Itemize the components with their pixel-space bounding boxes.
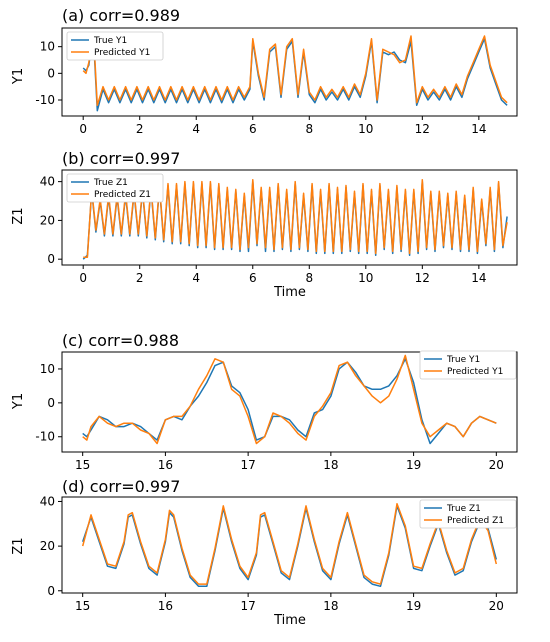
panel-a-ytick-label: 0 (47, 66, 55, 80)
panel-a-plot: 0 2 4 6 8 10 12 14 -10 0 10 (35, 35, 508, 136)
panel-d-xtick-label: 18 (323, 599, 338, 613)
panel-b-ytick-label: 40 (40, 175, 55, 189)
legend-predicted-z1: Predicted Z1 (94, 190, 151, 200)
panel-c-predicted-line (82, 354, 497, 445)
panel-b-xtick-label: 12 (415, 271, 430, 285)
panel-b-frame (61, 169, 518, 266)
legend-true-y1: True Y1 (93, 36, 127, 46)
panel-b-ytick-label: 20 (40, 213, 55, 227)
panel-a-xtick-label: 14 (471, 122, 486, 136)
panel-c-ytick-label: 10 (40, 362, 55, 376)
panel-b-xlabel: Time (273, 285, 306, 300)
legend-c-true-y1: True Y1 (446, 355, 480, 365)
panel-c-xtick-label: 15 (75, 458, 90, 472)
panel-b-xtick-label: 14 (471, 271, 486, 285)
panel-a-xtick-label: 6 (249, 122, 257, 136)
panel-c: (c) corr=0.988 Y1 15 16 17 18 19 20 -10 0 10 Tru… (11, 331, 518, 472)
panel-d-plot: 15 16 17 18 19 20 0 20 40 (40, 494, 504, 613)
panel-b-title: (b) corr=0.997 (62, 149, 180, 168)
panel-b-legend: True Z1 Predicted Z1 (66, 173, 164, 203)
panel-b-xtick-label: 6 (249, 271, 257, 285)
legend-predicted-y1: Predicted Y1 (94, 48, 150, 58)
panel-c-xtick-label: 19 (406, 458, 421, 472)
panel-c-xtick-label: 16 (158, 458, 173, 472)
legend-d-true-z1: True Z1 (446, 504, 481, 514)
panel-a-ytick-label: 10 (40, 40, 55, 54)
panel-d-frame (61, 496, 518, 594)
panel-b-ytick-label: 0 (47, 252, 55, 266)
panel-c-xtick-label: 20 (489, 458, 504, 472)
panel-d-title: (d) corr=0.997 (62, 477, 180, 496)
panel-c-xtick-label: 18 (323, 458, 338, 472)
panel-d-predicted-line (81, 502, 498, 585)
panel-c-ytick-label: 0 (47, 396, 55, 410)
panel-a-ylabel: Y1 (11, 68, 26, 85)
panel-d-xtick-label: 15 (75, 599, 90, 613)
panel-b-xtick-label: 8 (305, 271, 313, 285)
panel-b-xtick-label: 4 (192, 271, 200, 285)
panel-d-ylabel: Z1 (11, 537, 26, 554)
panel-a-title: (a) corr=0.989 (62, 6, 180, 25)
panel-b-predicted-line (83, 178, 508, 258)
panel-d-xtick-label: 19 (406, 599, 421, 613)
panel-d-ytick-label: 0 (47, 584, 55, 598)
panel-b: (b) corr=0.997 Z1 Time 0 2 4 6 8 10 12 1402040 … (11, 149, 518, 300)
panel-d-xtick-label: 16 (158, 599, 173, 613)
panel-d-xlabel: Time (273, 613, 306, 628)
panel-c-ylabel: Y1 (11, 393, 26, 410)
panel-a-xtick-label: 12 (415, 122, 430, 136)
legend-d-predicted-z1: Predicted Z1 (447, 516, 504, 526)
panel-c-plot: 15 16 17 18 19 20 -10 0 10 (35, 354, 504, 472)
panel-a-xtick-label: 2 (136, 122, 144, 136)
panel-c-true-line (82, 358, 497, 445)
panel-a-xtick-label: 0 (79, 122, 87, 136)
panel-b-plot: 0 2 4 6 8 10 12 14 0 20 40 (40, 175, 508, 285)
panel-b-xtick-label: 2 (136, 271, 144, 285)
panel-c-xtick-label: 17 (240, 458, 255, 472)
panel-d-ytick-label: 40 (40, 494, 55, 508)
panel-b-xtick-label: 0 (79, 271, 87, 285)
panel-a-frame (61, 27, 518, 117)
panel-a-predicted-line (82, 35, 508, 107)
panel-b-ylabel: Z1 (11, 207, 26, 224)
panel-c-frame (61, 351, 518, 453)
panel-d-legend: True Z1 Predicted Z1 (419, 499, 517, 529)
panel-c-legend: True Y1 Predicted Y1 (419, 350, 517, 380)
legend-true-z1: True Z1 (93, 178, 128, 188)
panel-c-ytick-label: -10 (35, 430, 55, 444)
panel-a-xtick-label: 8 (305, 122, 313, 136)
panel-a: (a) corr=0.989 Y1 0 2 4 6 8 10 12 14 -10 0 10 True… (11, 6, 518, 136)
panel-b-xtick-label: 10 (358, 271, 373, 285)
panel-a-ytick-label: -10 (35, 93, 55, 107)
legend-c-predicted-y1: Predicted Y1 (447, 367, 503, 377)
panel-d-xtick-label: 17 (240, 599, 255, 613)
panel-d-xtick-label: 20 (489, 599, 504, 613)
panel-d-ytick-label: 20 (40, 539, 55, 553)
panel-a-xtick-label: 10 (358, 122, 373, 136)
panel-c-title: (c) corr=0.988 (62, 331, 179, 350)
panel-a-legend: True Y1 Predicted Y1 (66, 31, 164, 61)
panel-d: (d) corr=0.997 Z1 Time 15 16 17 18 19 20 0 20 40… (11, 477, 518, 628)
panel-a-xtick-label: 4 (192, 122, 200, 136)
